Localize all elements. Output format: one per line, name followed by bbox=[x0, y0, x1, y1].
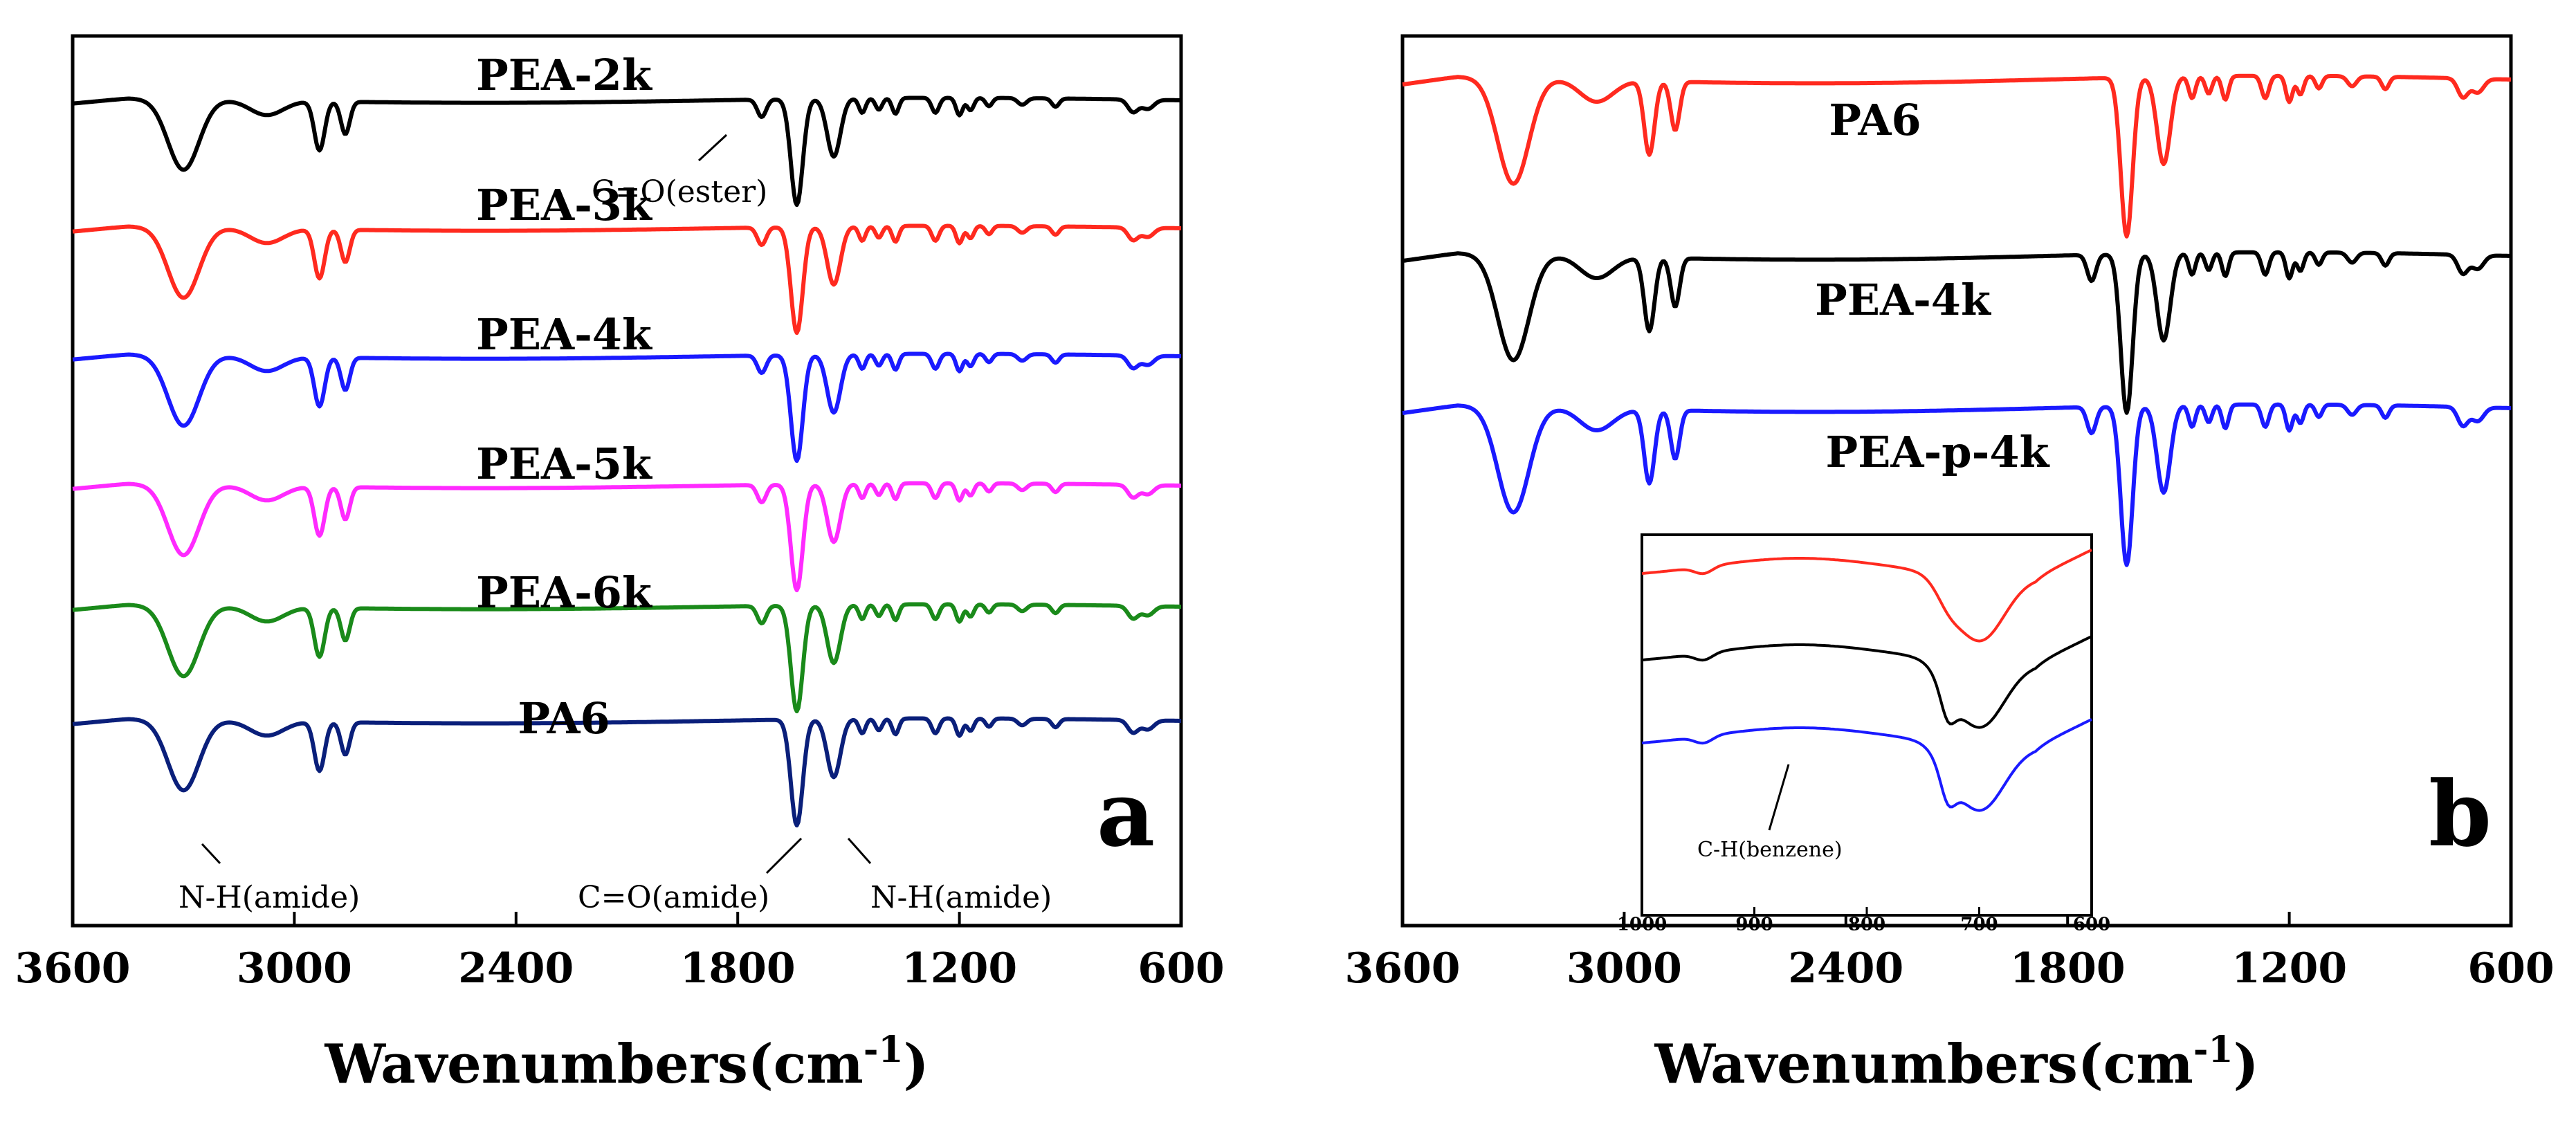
inset-x-ticks: 1000 900 800 700 600 bbox=[1617, 907, 2110, 935]
inset-tick-label: 800 bbox=[1848, 914, 1885, 935]
inset-line-PEA-p-4k bbox=[1641, 718, 2092, 812]
nh-amide-pointer-right bbox=[847, 838, 872, 864]
x-tick-label: 1800 bbox=[680, 944, 796, 993]
panel-a-frame bbox=[71, 34, 1183, 928]
inset-line-PA6 bbox=[1641, 549, 2092, 643]
x-tick-label: 3600 bbox=[1345, 944, 1461, 993]
inset-tick-label: 900 bbox=[1735, 914, 1773, 935]
nh-amide-pointer-left bbox=[201, 843, 221, 865]
series-label-PEA-4k: PEA-4k bbox=[476, 309, 653, 360]
inset-tick-label: 700 bbox=[1960, 914, 1998, 935]
spectrum-line-PEA-4k bbox=[1402, 250, 2512, 415]
series-label-PEA-p-4k: PEA-p-4k bbox=[1826, 427, 2051, 477]
inset-line-PEA-4k bbox=[1641, 635, 2092, 729]
panel-b-x-axis-title: Wavenumbers(cm-1) bbox=[1654, 1029, 2258, 1096]
x-tick-label: 1200 bbox=[902, 944, 1017, 993]
spectrum-line-PEA-p-4k bbox=[1402, 402, 2512, 567]
x-tick-label: 2400 bbox=[1788, 944, 1903, 993]
ester-annotation: C=O(ester) bbox=[592, 174, 767, 210]
x-tick-label: 1800 bbox=[2010, 944, 2126, 993]
series-label-PEA-4k: PEA-4k bbox=[1815, 275, 1992, 325]
benzene-annotation: C-H(benzene) bbox=[1697, 838, 1843, 862]
spectrum-line-PEA-5k bbox=[72, 481, 1182, 593]
x-tick-label: 3600 bbox=[15, 944, 131, 993]
panel-a-annotations: C=O(ester) N-H(amide) C=O(amide) N-H(ami… bbox=[179, 134, 1052, 915]
panel-b-frame bbox=[1400, 34, 2513, 928]
series-label-PEA-3k: PEA-3k bbox=[476, 180, 653, 230]
spectrum-line-PA6 bbox=[1402, 73, 2512, 239]
spectrum-line-PEA-6k bbox=[72, 602, 1182, 714]
x-tick-label: 1200 bbox=[2231, 944, 2347, 993]
panel-a-x-ticks: 3600 3000 2400 1800 1200 600 bbox=[15, 912, 1225, 993]
x-tick-label: 3000 bbox=[1566, 944, 1682, 993]
x-tick-label: 2400 bbox=[458, 944, 574, 993]
panel-b-series-labels: PA6 PEA-4k PEA-p-4k bbox=[1815, 95, 2050, 477]
panel-b-series bbox=[1402, 73, 2512, 567]
panel-b: PA6 PEA-4k PEA-p-4k 3600 3000 2400 1800 1200 60… bbox=[1345, 34, 2555, 1096]
series-label-PA6: PA6 bbox=[518, 693, 610, 744]
panel-a-series-labels: PEA-2k PEA-3k PEA-4k PEA-5k PEA-6k PA6 bbox=[476, 50, 653, 744]
spectrum-line-PEA-2k bbox=[72, 95, 1182, 208]
series-label-PEA-2k: PEA-2k bbox=[476, 50, 653, 100]
panel-b-inset: 1000 900 800 700 600 C-H(benzene) bbox=[1617, 533, 2110, 935]
panel-a: PEA-2k PEA-3k PEA-4k PEA-5k PEA-6k PA6 3600 30… bbox=[15, 34, 1225, 1096]
x-tick-label: 600 bbox=[2467, 944, 2554, 993]
panel-b-letter: b bbox=[2429, 761, 2492, 867]
benzene-pointer bbox=[1768, 764, 1790, 831]
nh-amide-annotation-left: N-H(amide) bbox=[179, 880, 360, 915]
series-label-PEA-6k: PEA-6k bbox=[476, 567, 653, 618]
panel-a-letter: a bbox=[1097, 761, 1155, 867]
inset-tick-label: 600 bbox=[2073, 914, 2110, 935]
spectrum-line-PEA-4k bbox=[72, 351, 1182, 463]
x-tick-label: 3000 bbox=[237, 944, 352, 993]
ester-pointer bbox=[697, 134, 728, 162]
co-amide-pointer bbox=[765, 837, 803, 874]
series-label-PEA-5k: PEA-5k bbox=[476, 439, 653, 489]
spectrum-line-PA6 bbox=[72, 716, 1182, 828]
series-label-PA6: PA6 bbox=[1829, 95, 1921, 145]
inset-series bbox=[1641, 549, 2092, 812]
panel-a-series bbox=[72, 95, 1182, 828]
panel-b-x-ticks: 3600 3000 2400 1800 1200 600 bbox=[1345, 912, 2555, 993]
spectrum-line-PEA-3k bbox=[72, 223, 1182, 336]
co-amide-annotation: C=O(amide) bbox=[578, 880, 769, 915]
nh-amide-annotation-right: N-H(amide) bbox=[870, 880, 1052, 915]
x-tick-label: 600 bbox=[1138, 944, 1224, 993]
panel-a-x-axis-title: Wavenumbers(cm-1) bbox=[324, 1029, 929, 1096]
inset-tick-label: 1000 bbox=[1617, 914, 1667, 935]
